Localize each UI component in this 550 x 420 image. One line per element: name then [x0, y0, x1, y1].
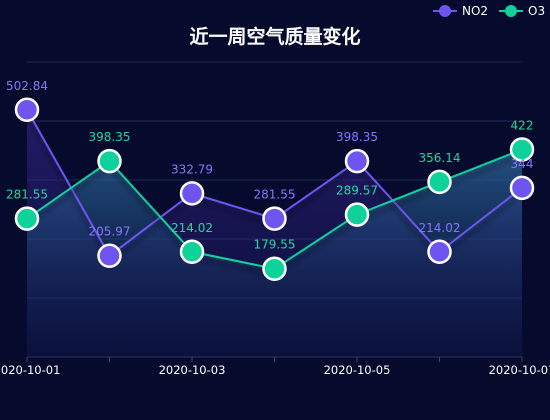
data-points: [14, 97, 535, 281]
data-label-no2: 332.79: [171, 162, 213, 176]
data-labels: 502.84 205.97 332.79 281.55 398.35 214.02 344 2…: [6, 79, 533, 252]
data-point-no2[interactable]: [14, 97, 40, 123]
legend-item-no2[interactable]: NO2: [433, 4, 488, 18]
legend[interactable]: NO2 O3: [433, 4, 545, 18]
data-point-no2[interactable]: [97, 243, 122, 268]
data-label-no2: 398.35: [336, 130, 378, 144]
legend-marker: [505, 5, 517, 17]
legend-marker: [439, 5, 451, 17]
data-label-o3: 281.55: [6, 188, 48, 202]
data-point-o3[interactable]: [344, 202, 370, 227]
data-point-no2[interactable]: [179, 181, 205, 206]
x-axis: 2020-10-01 2020-10-03 2020-10-05 2020-10-07: [0, 356, 550, 377]
data-label-no2: 344: [511, 157, 534, 171]
data-point-o3[interactable]: [262, 256, 287, 281]
x-tick-label: 2020-10-01: [0, 363, 60, 377]
data-point-no2[interactable]: [427, 239, 452, 265]
data-label-no2: 205.97: [89, 225, 131, 239]
legend-item-o3[interactable]: O3: [499, 4, 545, 18]
data-label-o3: 398.35: [89, 130, 131, 144]
data-label-o3: 214.02: [171, 221, 213, 235]
x-tick-label: 2020-10-03: [159, 363, 226, 377]
data-label-o3: 422: [511, 119, 534, 133]
data-point-o3[interactable]: [97, 148, 122, 174]
x-tick-label: 2020-10-05: [324, 363, 391, 377]
data-point-o3[interactable]: [427, 169, 452, 195]
data-label-no2: 214.02: [419, 221, 461, 235]
data-point-no2[interactable]: [262, 206, 287, 231]
data-label-o3: 289.57: [336, 184, 378, 198]
x-tick-label: 2020-10-07: [489, 363, 550, 377]
data-point-o3[interactable]: [14, 206, 40, 231]
data-point-o3[interactable]: [179, 239, 205, 265]
series-area-o3: [27, 149, 522, 357]
chart-title: 近一周空气质量变化: [189, 25, 360, 48]
data-point-no2[interactable]: [344, 148, 370, 174]
data-point-no2[interactable]: [509, 175, 535, 201]
data-point-o3[interactable]: [509, 137, 535, 162]
legend-label: NO2: [462, 4, 488, 18]
data-label-no2: 281.55: [254, 188, 296, 202]
series-areas: [27, 109, 522, 358]
legend-label: O3: [528, 4, 545, 18]
data-label-o3: 179.55: [254, 238, 296, 252]
data-label-o3: 356.14: [419, 151, 461, 165]
data-label-no2: 502.84: [6, 79, 48, 93]
